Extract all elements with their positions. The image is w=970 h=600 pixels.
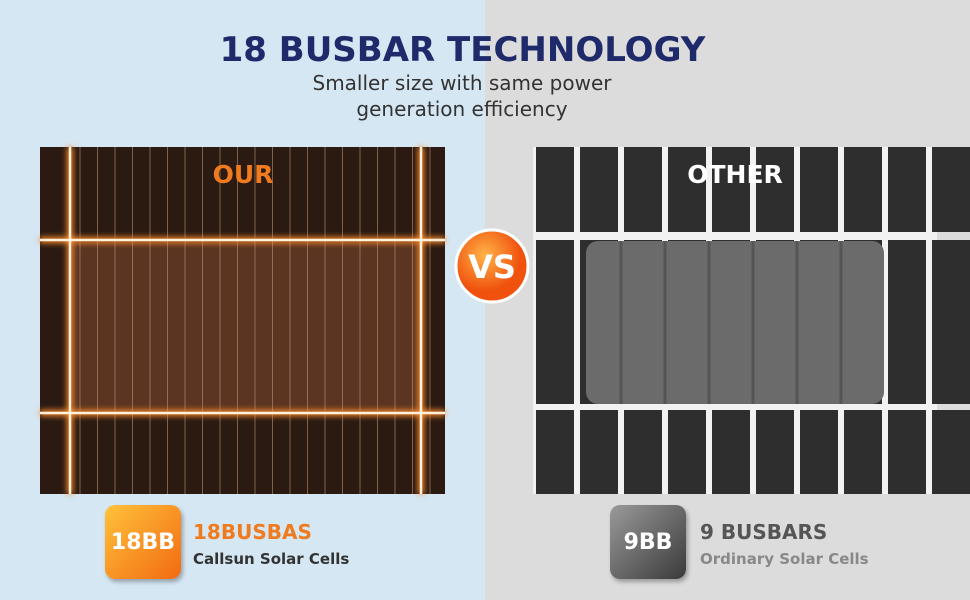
our-name: 18BUSBAS xyxy=(193,520,312,544)
cell xyxy=(536,147,574,232)
vs-circle xyxy=(454,228,530,304)
other-cell-highlight xyxy=(586,241,884,404)
cell xyxy=(712,147,750,232)
cell xyxy=(756,410,794,494)
cell xyxy=(800,410,838,494)
other-badge: 9BB xyxy=(610,505,686,579)
cell xyxy=(580,410,618,494)
cell xyxy=(800,147,838,232)
other-name: 9 BUSBARS xyxy=(700,520,828,544)
our-label: OUR xyxy=(213,160,274,189)
cell xyxy=(932,147,970,232)
cell xyxy=(668,147,706,232)
cell xyxy=(580,147,618,232)
our-description: Callsun Solar Cells xyxy=(193,550,350,568)
our-gaps xyxy=(40,147,445,494)
cell xyxy=(932,410,970,494)
cell xyxy=(756,147,794,232)
our-cell-highlight xyxy=(72,243,420,411)
cell xyxy=(536,240,574,404)
cell xyxy=(888,240,926,404)
cell xyxy=(888,410,926,494)
cell xyxy=(624,410,662,494)
cell xyxy=(888,147,926,232)
other-description: Ordinary Solar Cells xyxy=(700,550,869,568)
cell xyxy=(536,410,574,494)
subtitle: Smaller size with same power generation … xyxy=(312,71,612,121)
cell xyxy=(624,147,662,232)
cell xyxy=(712,410,750,494)
title: 18 BUSBAR TECHNOLOGY xyxy=(219,30,706,70)
vs-text: VS xyxy=(468,248,516,286)
cell xyxy=(844,410,882,494)
cell xyxy=(932,240,970,404)
cell xyxy=(844,147,882,232)
other-label: OTHER xyxy=(687,160,783,189)
cell xyxy=(668,410,706,494)
our-badge: 18BB xyxy=(105,505,181,579)
